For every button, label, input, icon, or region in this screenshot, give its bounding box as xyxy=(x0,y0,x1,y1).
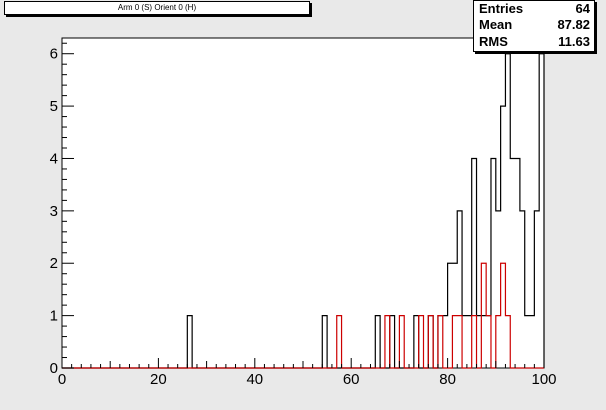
histogram-bin-black xyxy=(520,211,525,368)
histogram-bin-red xyxy=(399,316,404,368)
stat-row-entries: Entries 64 xyxy=(479,1,590,17)
histogram-bin-black xyxy=(525,316,530,368)
stat-row-rms: RMS 11.63 xyxy=(479,34,590,50)
x-tick-label: 40 xyxy=(246,371,263,388)
histogram-title: Arm 0 (S) Orient 0 (H) xyxy=(4,1,310,15)
x-tick-label: 20 xyxy=(150,371,167,388)
histogram-bin-black xyxy=(462,316,467,368)
stat-value: 11.63 xyxy=(558,34,590,49)
histogram-bin-black xyxy=(322,316,327,368)
histogram-bin-red xyxy=(472,316,477,368)
histogram-bin-red xyxy=(481,263,486,368)
histogram-bin-black xyxy=(187,316,192,368)
histogram-bin-black xyxy=(477,316,482,368)
stat-row-mean: Mean 87.82 xyxy=(479,17,590,33)
stat-value: 64 xyxy=(575,1,590,16)
x-tick-label: 100 xyxy=(531,371,556,388)
histogram-bin-black xyxy=(530,316,535,368)
histogram-bin-black xyxy=(448,263,453,368)
histogram-bin-red xyxy=(428,316,433,368)
histogram-bin-black xyxy=(515,158,520,368)
axis-layer: 0 20 40 60 80 100 0 1 2 3 4 5 6 xyxy=(50,42,557,388)
stat-label: Mean xyxy=(479,17,513,32)
x-tick-label: 80 xyxy=(439,371,456,388)
histogram-bin-black xyxy=(443,316,448,368)
stats-box: Entries 64 Mean 87.82 RMS 11.63 xyxy=(473,0,595,52)
y-tick-label: 5 xyxy=(50,98,58,115)
stat-label: RMS xyxy=(479,34,508,49)
histogram-bin-red xyxy=(457,316,462,368)
histogram-bin-black xyxy=(375,316,380,368)
y-tick-label: 4 xyxy=(50,150,58,167)
y-tick-label: 1 xyxy=(50,308,58,325)
histogram-bin-red xyxy=(385,316,390,368)
stat-value: 87.82 xyxy=(557,17,590,32)
histogram-bin-black xyxy=(539,54,544,368)
x-tick-label: 60 xyxy=(343,371,360,388)
y-tick-label: 2 xyxy=(50,255,58,272)
histogram-bin-black xyxy=(491,158,496,368)
x-tick-label: 0 xyxy=(58,371,66,388)
histogram-bin-red xyxy=(505,316,510,368)
histogram-bin-black xyxy=(467,316,472,368)
histogram-bin-black xyxy=(414,316,419,368)
histogram-series-red xyxy=(62,262,544,369)
y-tick-label: 0 xyxy=(50,360,58,377)
stat-label: Entries xyxy=(479,1,524,16)
histogram-bin-black xyxy=(534,211,539,368)
plot-frame xyxy=(61,37,545,369)
histogram-bin-red xyxy=(337,316,342,368)
histogram-bin-black xyxy=(510,158,515,368)
histogram-bin-red xyxy=(452,316,457,368)
histogram-bin-red xyxy=(486,316,491,368)
histogram-bin-red xyxy=(419,316,424,368)
histogram-bin-red xyxy=(438,316,443,368)
histogram-bin-red xyxy=(496,316,501,368)
histogram-bin-black xyxy=(390,316,395,368)
histogram-bin-red xyxy=(501,263,506,368)
y-tick-label: 6 xyxy=(50,46,58,63)
y-tick-label: 3 xyxy=(50,203,58,220)
